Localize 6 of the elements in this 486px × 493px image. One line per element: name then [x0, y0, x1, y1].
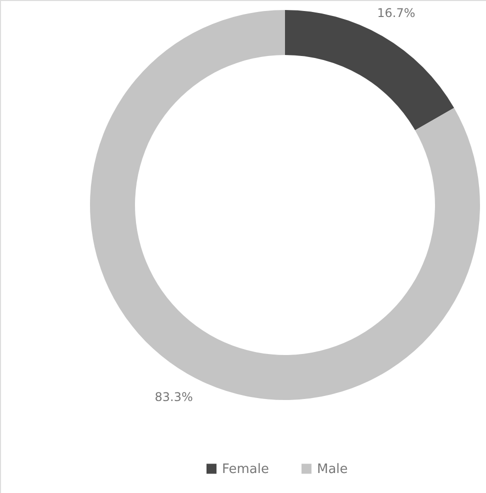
legend-label: Male [317, 462, 348, 477]
donut-slice [90, 10, 480, 400]
data-label: 16.7% [377, 6, 416, 20]
legend-label: Female [222, 462, 270, 477]
donut-slice [285, 10, 454, 130]
data-label: 83.3% [154, 390, 193, 404]
